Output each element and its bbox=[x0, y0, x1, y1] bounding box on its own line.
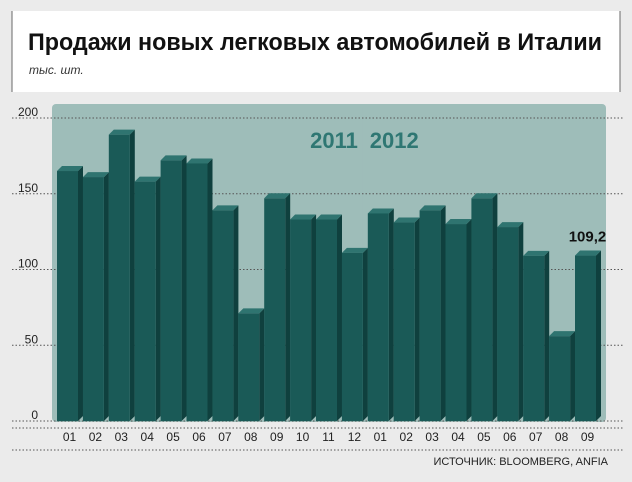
bar-2012-02 bbox=[393, 222, 415, 421]
bar-2011-05-side bbox=[181, 155, 187, 422]
bar-2011-11-side bbox=[337, 214, 342, 421]
bar-2011-01 bbox=[57, 171, 78, 421]
bar-2011-03 bbox=[108, 134, 130, 422]
bar-2011-05-top bbox=[160, 155, 187, 161]
x-tick-label-2011-04: 04 bbox=[141, 430, 155, 444]
value-annotation: 109,2 bbox=[569, 229, 607, 246]
bar-2012-07-side bbox=[544, 250, 550, 421]
bar-2011-01-side bbox=[78, 166, 83, 421]
x-tick-label-2012-08: 08 bbox=[555, 430, 569, 444]
bar-2011-06-top bbox=[186, 158, 213, 164]
bar-2012-09-side bbox=[596, 250, 601, 421]
bar-2012-04 bbox=[445, 224, 467, 421]
bar-2011-10 bbox=[290, 219, 312, 421]
bar-2012-07-top bbox=[523, 250, 550, 256]
bar-2011-02-top bbox=[82, 172, 109, 178]
y-tick-label-100: 100 bbox=[18, 257, 38, 271]
x-tick-label-2011-08: 08 bbox=[244, 430, 258, 444]
x-tick-label-2011-07: 07 bbox=[218, 430, 232, 444]
bar-2011-01-top bbox=[57, 166, 83, 172]
bar-2011-09-side bbox=[285, 193, 291, 421]
x-tick-label-2012-03: 03 bbox=[425, 430, 439, 444]
x-tick-label-2011-06: 06 bbox=[192, 430, 206, 444]
bar-2012-02-top bbox=[393, 217, 420, 223]
bar-2012-02-side bbox=[414, 217, 420, 421]
x-tick-label-2011-09: 09 bbox=[270, 430, 284, 444]
bar-2012-05-side bbox=[492, 193, 498, 421]
bar-2011-10-side bbox=[311, 214, 317, 421]
bar-2011-09-top bbox=[264, 193, 291, 199]
bar-2011-02 bbox=[82, 177, 104, 421]
y-tick-label-0: 0 bbox=[31, 408, 38, 422]
bar-2011-08 bbox=[238, 313, 260, 421]
y-tick-label-150: 150 bbox=[18, 181, 38, 195]
bar-2012-09 bbox=[575, 255, 596, 421]
source-note: ИСТОЧНИК: BLOOMBERG, ANFIA bbox=[433, 456, 608, 468]
x-tick-label-2011-02: 02 bbox=[89, 430, 103, 444]
bar-2011-11 bbox=[316, 219, 337, 421]
chart-title: Продажи новых легковых автомобилей в Ита… bbox=[28, 29, 602, 56]
bar-2011-10-top bbox=[290, 214, 317, 220]
group-label-2012: 2012 bbox=[370, 128, 419, 153]
bar-2011-03-side bbox=[129, 129, 135, 422]
title-box bbox=[12, 11, 620, 92]
bar-2011-04 bbox=[134, 181, 156, 421]
bar-2011-08-top bbox=[238, 308, 265, 314]
x-tick-label-2011-05: 05 bbox=[166, 430, 180, 444]
bar-2011-08-side bbox=[259, 308, 265, 421]
bar-2011-07-side bbox=[233, 205, 239, 421]
x-tick-label-2011-03: 03 bbox=[115, 430, 129, 444]
y-tick-label-50: 50 bbox=[25, 332, 39, 346]
x-tick-label-2012-06: 06 bbox=[503, 430, 517, 444]
bar-2011-04-side bbox=[155, 176, 161, 421]
bar-2012-05-top bbox=[471, 193, 498, 199]
x-tick-label-2012-01: 01 bbox=[374, 430, 388, 444]
bar-2012-09-top bbox=[575, 250, 601, 256]
bar-2012-03 bbox=[419, 210, 441, 421]
bar-2012-07 bbox=[523, 255, 545, 421]
x-tick-label-2012-09: 09 bbox=[581, 430, 595, 444]
bar-2011-11-top bbox=[316, 214, 342, 220]
group-label-2011: 2011 bbox=[310, 128, 358, 153]
bar-2011-03-top bbox=[108, 129, 135, 135]
bar-2012-03-side bbox=[440, 205, 446, 421]
bar-2011-07-top bbox=[212, 205, 239, 211]
bar-2012-06 bbox=[497, 227, 519, 421]
bar-2012-01 bbox=[367, 213, 389, 421]
x-tick-label-2011-01: 01 bbox=[63, 430, 77, 444]
bar-2012-05 bbox=[471, 198, 493, 421]
bar-2011-02-side bbox=[103, 172, 109, 421]
bar-2011-05 bbox=[160, 160, 182, 422]
bar-2012-08-top bbox=[549, 331, 576, 337]
bar-2012-06-top bbox=[497, 222, 524, 228]
bar-2012-03-top bbox=[419, 205, 446, 211]
x-tick-label-2011-10: 10 bbox=[296, 430, 310, 444]
bar-2012-08 bbox=[549, 336, 571, 421]
y-tick-label-200: 200 bbox=[18, 105, 38, 119]
bar-2011-07 bbox=[212, 210, 234, 421]
x-tick-label-2011-12: 12 bbox=[348, 430, 362, 444]
bar-2012-08-side bbox=[570, 331, 576, 421]
bar-2011-12-side bbox=[362, 247, 368, 421]
bar-2012-04-side bbox=[466, 219, 472, 421]
bar-2011-09 bbox=[264, 198, 286, 421]
bar-2012-01-side bbox=[388, 208, 394, 421]
bar-2012-01-top bbox=[367, 208, 394, 214]
x-tick-label-2012-04: 04 bbox=[451, 430, 465, 444]
bar-2011-04-top bbox=[134, 176, 161, 182]
x-tick-label-2012-07: 07 bbox=[529, 430, 543, 444]
bar-2011-12-top bbox=[341, 247, 368, 253]
bar-2012-04-top bbox=[445, 219, 472, 225]
bar-2011-06-side bbox=[207, 158, 213, 421]
bar-2011-06 bbox=[186, 163, 208, 421]
bar-2012-06-side bbox=[518, 222, 524, 421]
chart-subtitle: тыс. шт. bbox=[29, 63, 84, 77]
bar-2011-12 bbox=[341, 252, 363, 421]
x-tick-label-2012-05: 05 bbox=[477, 430, 491, 444]
x-tick-label-2011-11: 11 bbox=[322, 430, 335, 444]
x-tick-label-2012-02: 02 bbox=[400, 430, 414, 444]
